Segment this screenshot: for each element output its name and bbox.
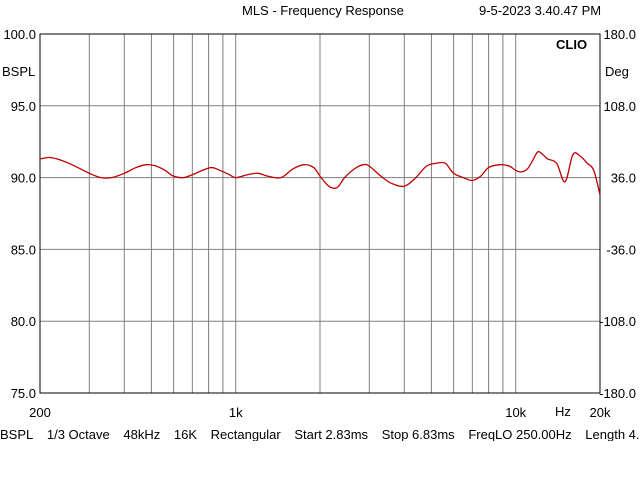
y-tick-label: 80.0	[11, 314, 36, 329]
y-tick-label: 75.0	[11, 386, 36, 401]
x-tick-label: 10k	[505, 405, 526, 420]
footer-start: Start 2.83ms	[294, 428, 369, 441]
y-tick-label: 95.0	[11, 99, 36, 114]
y-tick-label: 90.0	[11, 171, 36, 186]
footer-stop: Stop 6.83ms	[381, 428, 455, 441]
left-axis-unit: BSPL	[2, 64, 36, 79]
footer-unit: BSPL	[0, 428, 34, 441]
footer-length: Length 4.	[585, 428, 640, 441]
y-right-tick-label: -180.0	[599, 386, 636, 401]
y-right-tick-label: -108.0	[599, 314, 636, 329]
footer-sample-rate: 48kHz	[123, 428, 161, 441]
right-axis-unit: Deg	[605, 64, 629, 79]
x-axis-unit: Hz	[555, 404, 571, 419]
y-right-tick-label: 180.0	[603, 27, 636, 42]
x-tick-label: 200	[29, 405, 51, 420]
y-tick-label: 100.0	[3, 27, 36, 42]
footer-window: Rectangular	[210, 428, 281, 441]
footer-freqlo: FreqLO 250.00Hz	[468, 428, 572, 441]
x-tick-label: 1k	[229, 405, 243, 420]
brand-label: CLIO	[556, 37, 588, 52]
x-tick-label: 20k	[590, 405, 611, 420]
frequency-response-chart: 100.0 95.0 90.0 85.0 80.0 75.0 180.0 108.0 36.0 -…	[3, 27, 636, 420]
series-line	[39, 150, 601, 195]
datetime-stamp: 9-5-2023 3.40.47 PM	[479, 3, 602, 18]
measurement-settings-bar: BSPL 1/3 Octave 48kHz 16K Rectangular St…	[0, 428, 640, 441]
y-right-tick-label: 36.0	[611, 171, 636, 186]
y-right-tick-label: 108.0	[603, 99, 636, 114]
y-tick-label: 85.0	[11, 242, 36, 257]
footer-smoothing: 1/3 Octave	[46, 428, 110, 441]
chart-title: MLS - Frequency Response	[242, 3, 404, 18]
footer-size: 16K	[173, 428, 197, 441]
plot-frame	[39, 33, 601, 394]
y-right-tick-label: -36.0	[606, 242, 636, 257]
